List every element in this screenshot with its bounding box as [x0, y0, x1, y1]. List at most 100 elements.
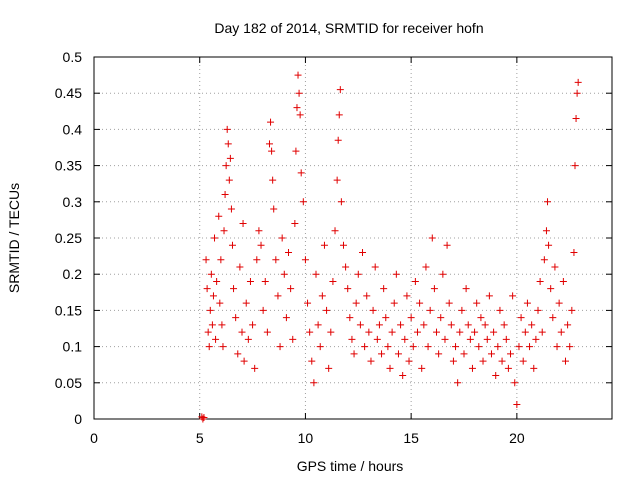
data-point: [542, 227, 550, 235]
data-point: [227, 205, 235, 213]
data-point: [223, 125, 231, 133]
data-point: [452, 343, 460, 351]
x-axis-title: GPS time / hours: [297, 458, 404, 474]
data-point: [449, 357, 457, 365]
data-point: [219, 343, 227, 351]
data-point: [224, 140, 232, 148]
data-point: [269, 176, 277, 184]
data-point: [213, 277, 221, 285]
data-point: [244, 335, 252, 343]
y-tick-labels: 0 0.05 0.1 0.15 0.2 0.25 0.3 0.35 0.4 0.45 0.5: [55, 49, 82, 427]
data-point: [392, 270, 400, 278]
data-point: [437, 314, 445, 322]
data-point: [329, 277, 337, 285]
grid-lines: [94, 57, 612, 419]
data-point: [479, 357, 487, 365]
data-point: [294, 71, 302, 79]
axis-ticks: [93, 56, 612, 420]
data-point: [420, 321, 428, 329]
data-point: [334, 136, 342, 144]
data-point: [409, 343, 417, 351]
data-point: [202, 256, 210, 264]
x-tick-label: 15: [403, 430, 419, 446]
data-point: [369, 306, 377, 314]
data-point: [504, 364, 512, 372]
data-point: [496, 306, 504, 314]
data-point: [517, 314, 525, 322]
data-point: [346, 314, 354, 322]
data-point: [299, 198, 307, 206]
data-point: [388, 328, 396, 336]
data-point: [424, 343, 432, 351]
data-point: [557, 328, 565, 336]
data-point: [212, 335, 220, 343]
data-point: [390, 299, 398, 307]
data-point: [265, 140, 273, 148]
data-point: [559, 277, 567, 285]
data-point: [344, 285, 352, 293]
data-point: [403, 292, 411, 300]
x-tick-label: 0: [90, 430, 98, 446]
data-point: [551, 263, 559, 271]
data-point: [411, 277, 419, 285]
data-point: [487, 350, 495, 358]
y-tick-label: 0.35: [55, 158, 82, 174]
data-point: [325, 364, 333, 372]
data-point: [498, 357, 506, 365]
data-point: [439, 270, 447, 278]
data-point: [216, 299, 224, 307]
data-point: [336, 86, 344, 94]
data-point: [428, 234, 436, 242]
data-point: [285, 248, 293, 256]
data-point: [538, 328, 546, 336]
data-point: [316, 343, 324, 351]
data-point: [413, 328, 421, 336]
data-point: [371, 263, 379, 271]
y-tick-label: 0.15: [55, 302, 82, 318]
data-point: [267, 118, 275, 126]
data-point: [239, 220, 247, 228]
data-point: [359, 248, 367, 256]
data-point: [199, 415, 207, 423]
data-point: [373, 335, 381, 343]
data-point: [502, 335, 510, 343]
data-point: [310, 379, 318, 387]
data-point: [335, 111, 343, 119]
data-point: [553, 343, 561, 351]
data-point: [242, 299, 250, 307]
data-point: [483, 335, 491, 343]
data-point: [304, 299, 312, 307]
data-point: [544, 198, 552, 206]
y-tick-label: 0.4: [63, 121, 83, 137]
data-point: [456, 328, 464, 336]
data-point: [238, 328, 246, 336]
data-point: [225, 176, 233, 184]
data-point: [282, 314, 290, 322]
data-point: [218, 321, 226, 329]
data-point: [382, 314, 390, 322]
data-point: [249, 321, 257, 329]
data-point: [574, 78, 582, 86]
data-point: [327, 328, 335, 336]
x-tick-labels: 0 5 10 15 20: [90, 430, 525, 446]
data-point: [433, 328, 441, 336]
data-point: [257, 241, 265, 249]
data-point: [207, 270, 215, 278]
data-point: [230, 285, 238, 293]
data-point: [356, 321, 364, 329]
data-point: [240, 357, 248, 365]
data-point: [292, 147, 300, 155]
data-point: [380, 285, 388, 293]
data-point: [306, 328, 314, 336]
data-point: [280, 270, 288, 278]
data-point: [261, 277, 269, 285]
y-tick-label: 0.2: [63, 266, 83, 282]
data-point: [291, 220, 299, 228]
data-point: [320, 241, 328, 249]
data-point: [473, 299, 481, 307]
data-point: [259, 306, 267, 314]
data-point: [540, 256, 548, 264]
data-point: [270, 205, 278, 213]
data-point: [276, 343, 284, 351]
data-point: [435, 350, 443, 358]
